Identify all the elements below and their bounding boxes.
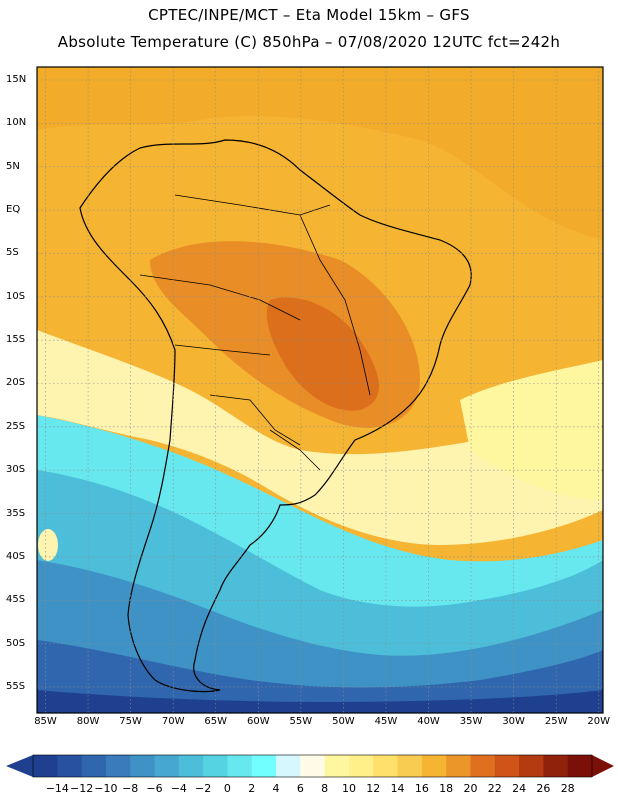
colorbar-tick-label: 20 bbox=[463, 782, 478, 795]
lat-tick-label: 5N bbox=[6, 160, 20, 172]
lat-tick-label: EQ bbox=[6, 204, 21, 216]
colorbar-swatch bbox=[446, 755, 471, 777]
lon-tick-label: 75W bbox=[119, 716, 142, 727]
colorbar-tick-label: 6 bbox=[296, 782, 304, 795]
colorbar-swatch bbox=[276, 755, 301, 777]
colorbar-swatch bbox=[251, 755, 277, 777]
lon-tick-label: 80W bbox=[76, 716, 100, 727]
colorbar-tick-label: 26 bbox=[536, 782, 551, 795]
colorbar-tick-label: −14 bbox=[45, 782, 69, 795]
colorbar-low-arrow bbox=[6, 755, 33, 777]
colorbar-swatch bbox=[33, 755, 58, 777]
colorbar bbox=[6, 754, 614, 778]
map-frame bbox=[36, 66, 604, 714]
colorbar-swatch bbox=[178, 755, 204, 777]
colorbar-tick-label: 12 bbox=[366, 782, 381, 795]
colorbar-swatch bbox=[494, 755, 520, 777]
colorbar-tick-label: 28 bbox=[560, 782, 575, 795]
colorbar-swatch bbox=[81, 755, 107, 777]
colorbar-tick-label: 4 bbox=[272, 782, 280, 795]
lat-tick-label: 45S bbox=[6, 594, 26, 606]
colorbar-swatch bbox=[324, 755, 350, 777]
colorbar-swatch bbox=[130, 755, 156, 777]
lat-tick-label: 25S bbox=[6, 420, 26, 432]
colorbar-tick-label: 24 bbox=[512, 782, 527, 795]
country-borders bbox=[139, 194, 371, 471]
temperature-field bbox=[37, 67, 603, 713]
lat-tick-label: 55S bbox=[6, 680, 26, 692]
lon-tick-label: 65W bbox=[204, 716, 228, 727]
lon-tick-label: 35W bbox=[459, 716, 483, 727]
colorbar-tick-label: −6 bbox=[146, 782, 163, 795]
colorbar-tick-label: −2 bbox=[195, 782, 212, 795]
title-line-1: CPTEC/INPE/MCT – Eta Model 15km – GFS bbox=[148, 6, 470, 24]
colorbar-tick-label: 2 bbox=[248, 782, 256, 795]
colorbar-swatch bbox=[203, 755, 228, 777]
colorbar-tick-label: −8 bbox=[122, 782, 139, 795]
colorbar-swatch bbox=[470, 755, 496, 777]
colorbar-tick-label: 10 bbox=[341, 782, 356, 795]
colorbar-swatch bbox=[543, 755, 569, 777]
title-line-2: Absolute Temperature (C) 850hPa – 07/08/… bbox=[57, 33, 561, 51]
coastline bbox=[79, 139, 472, 693]
colorbar-tick-label: 22 bbox=[487, 782, 502, 795]
lon-tick-label: 25W bbox=[544, 716, 568, 727]
lon-tick-label: 50W bbox=[332, 716, 355, 727]
lon-tick-label: 55W bbox=[289, 716, 313, 727]
lon-tick-label: 60W bbox=[246, 716, 270, 727]
lon-tick-label: 85W bbox=[34, 716, 57, 727]
lon-tick-label: 20W bbox=[587, 716, 611, 727]
lon-tick-label: 30W bbox=[502, 716, 525, 727]
colorbar-tick-label: 14 bbox=[390, 782, 405, 795]
colorbar-tick-label: 16 bbox=[414, 782, 429, 795]
colorbar-tick-label: −10 bbox=[94, 782, 118, 795]
colorbar-outline bbox=[32, 754, 593, 778]
colorbar-swatch bbox=[105, 755, 131, 777]
colorbar-tick-label: 8 bbox=[321, 782, 329, 795]
lat-tick-label: 40S bbox=[6, 550, 26, 562]
lat-tick-label: 30S bbox=[6, 464, 26, 476]
colorbar-tick-label: −4 bbox=[170, 782, 187, 795]
colorbar-swatch bbox=[373, 755, 399, 777]
colorbar-swatch bbox=[57, 755, 83, 777]
lat-tick-label: 20S bbox=[6, 377, 26, 389]
lat-tick-label: 15N bbox=[6, 74, 27, 85]
lat-tick-label: 5S bbox=[6, 247, 19, 259]
colorbar-swatch bbox=[348, 755, 374, 777]
lat-tick-label: 10N bbox=[6, 117, 27, 129]
lat-tick-label: 15S bbox=[6, 334, 26, 346]
colorbar-tick-label: −12 bbox=[69, 782, 94, 795]
lat-tick-label: 50S bbox=[6, 637, 26, 649]
lon-tick-label: 45W bbox=[374, 716, 398, 727]
colorbar-high-arrow bbox=[592, 755, 614, 777]
colorbar-tick-label: 0 bbox=[223, 782, 231, 795]
colorbar-swatch bbox=[397, 755, 423, 777]
colorbar-swatch bbox=[519, 755, 544, 777]
colorbar-swatch bbox=[154, 755, 180, 777]
colorbar-swatch bbox=[421, 755, 447, 777]
lat-tick-label: 10S bbox=[6, 290, 26, 302]
lat-tick-label: 35S bbox=[6, 507, 26, 519]
colorbar-swatch bbox=[227, 755, 253, 777]
colorbar-swatch bbox=[300, 755, 326, 777]
lon-tick-label: 70W bbox=[161, 716, 185, 727]
colorbar-tick-label: 18 bbox=[439, 782, 454, 795]
colorbar-swatch bbox=[567, 755, 593, 777]
lon-tick-label: 40W bbox=[417, 716, 440, 727]
